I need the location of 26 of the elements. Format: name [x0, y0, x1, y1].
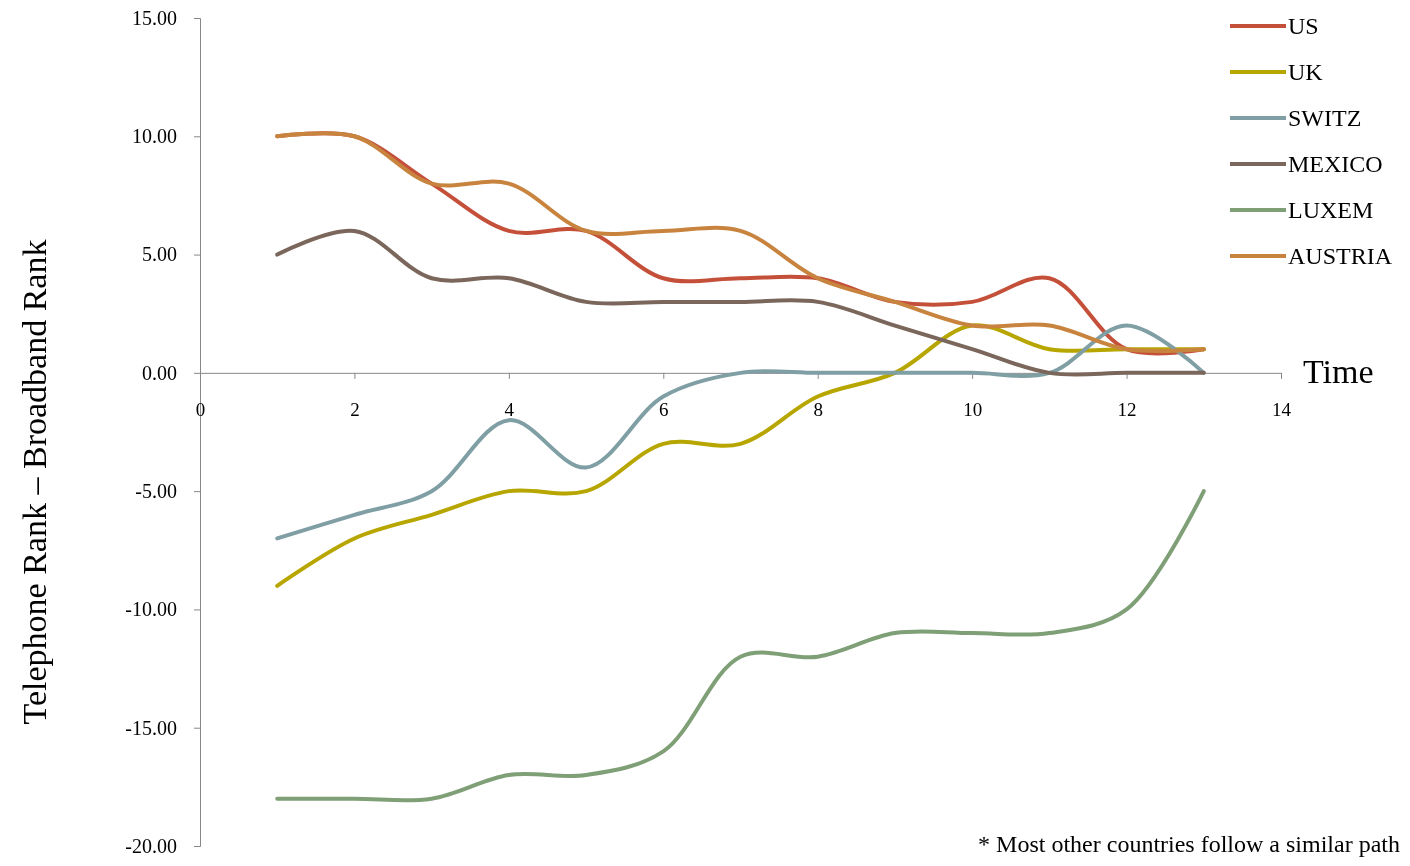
- legend-label: MEXICO: [1288, 151, 1383, 177]
- legend-label: SWITZ: [1288, 105, 1362, 131]
- y-tick-label: 10.00: [132, 125, 177, 148]
- y-tick-label: -5.00: [135, 480, 177, 503]
- y-tick-label: -15.00: [125, 716, 177, 739]
- y-tick-label: -10.00: [125, 598, 177, 621]
- line-series: [275, 323, 1206, 541]
- y-tick-label: 5.00: [142, 243, 177, 266]
- x-tick-label: 12: [1117, 399, 1137, 421]
- legend-label: UK: [1288, 59, 1324, 85]
- x-tick-label: 6: [659, 399, 669, 421]
- annotation: * Most other countries follow a similar path: [978, 831, 1400, 857]
- y-tick-label: 0.00: [142, 361, 177, 384]
- x-tick-label: 10: [963, 399, 983, 421]
- x-tick-label: 8: [813, 399, 823, 421]
- y-axis-title: Telephone Rank – Broadband Rank: [16, 239, 53, 725]
- x-tick-label: 4: [504, 399, 515, 421]
- y-tick-label: 15.00: [132, 6, 177, 29]
- x-axis-title: Time: [1303, 352, 1374, 390]
- x-tick-label: 2: [350, 399, 360, 421]
- legend-label: LUXEM: [1288, 197, 1374, 223]
- x-tick-label: 0: [195, 399, 206, 421]
- y-tick-label: -20.00: [125, 834, 177, 857]
- x-tick-label: 14: [1272, 399, 1292, 421]
- legend-label: AUSTRIA: [1288, 243, 1393, 269]
- legend-label: US: [1288, 13, 1319, 39]
